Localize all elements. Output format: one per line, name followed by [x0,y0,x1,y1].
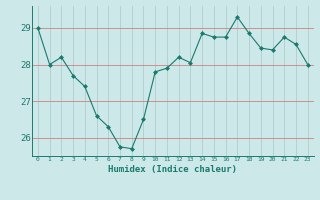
X-axis label: Humidex (Indice chaleur): Humidex (Indice chaleur) [108,165,237,174]
